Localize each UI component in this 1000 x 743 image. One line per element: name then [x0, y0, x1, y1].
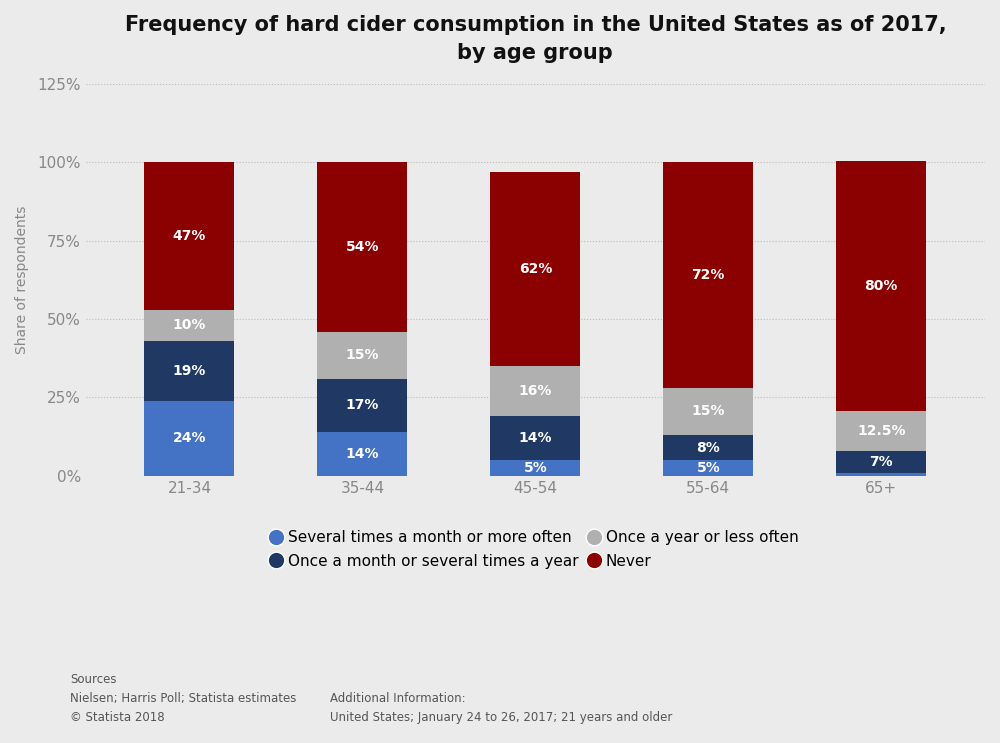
- Text: 5%: 5%: [696, 461, 720, 475]
- Bar: [663, 435, 753, 460]
- Bar: [490, 366, 580, 416]
- Text: 7%: 7%: [869, 455, 893, 469]
- Bar: [144, 163, 234, 310]
- Text: 16%: 16%: [519, 384, 552, 398]
- Bar: [144, 341, 234, 400]
- Bar: [490, 416, 580, 460]
- Text: 10%: 10%: [173, 318, 206, 332]
- Text: 14%: 14%: [346, 447, 379, 461]
- Text: 80%: 80%: [865, 279, 898, 293]
- Title: Frequency of hard cider consumption in the United States as of 2017,
by age grou: Frequency of hard cider consumption in t…: [125, 15, 946, 63]
- Bar: [317, 163, 407, 331]
- Bar: [663, 163, 753, 388]
- Y-axis label: Share of respondents: Share of respondents: [15, 206, 29, 354]
- Text: 17%: 17%: [346, 398, 379, 412]
- Bar: [836, 160, 926, 412]
- Bar: [836, 412, 926, 451]
- Bar: [490, 172, 580, 366]
- Text: Sources
Nielsen; Harris Poll; Statista estimates
© Statista 2018: Sources Nielsen; Harris Poll; Statista e…: [70, 673, 296, 724]
- Bar: [144, 400, 234, 476]
- Bar: [317, 379, 407, 432]
- Bar: [836, 473, 926, 476]
- Text: 72%: 72%: [692, 268, 725, 282]
- Bar: [317, 432, 407, 476]
- Text: 5%: 5%: [523, 461, 547, 475]
- Bar: [663, 388, 753, 435]
- Text: 24%: 24%: [173, 431, 206, 445]
- Text: 14%: 14%: [519, 431, 552, 445]
- Bar: [490, 460, 580, 476]
- Text: Additional Information:
United States; January 24 to 26, 2017; 21 years and olde: Additional Information: United States; J…: [330, 692, 672, 724]
- Text: 15%: 15%: [346, 348, 379, 362]
- Bar: [144, 310, 234, 341]
- Text: 8%: 8%: [696, 441, 720, 455]
- Text: 12.5%: 12.5%: [857, 424, 905, 438]
- Bar: [317, 331, 407, 379]
- Text: 19%: 19%: [173, 364, 206, 377]
- Bar: [663, 460, 753, 476]
- Text: 47%: 47%: [173, 229, 206, 243]
- Text: 15%: 15%: [692, 404, 725, 418]
- Text: 54%: 54%: [346, 240, 379, 254]
- Bar: [836, 451, 926, 473]
- Text: 62%: 62%: [519, 262, 552, 276]
- Legend: Several times a month or more often, Once a month or several times a year, Once : Several times a month or more often, Onc…: [265, 522, 806, 577]
